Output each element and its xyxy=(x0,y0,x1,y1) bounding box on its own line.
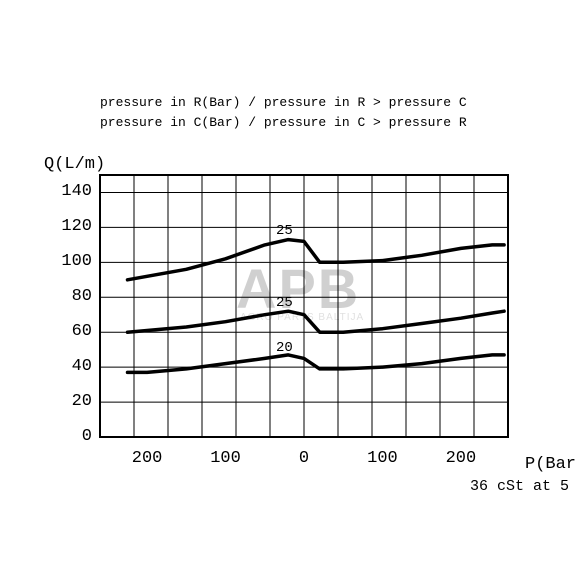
x-tick-R100: 100 xyxy=(352,449,412,468)
x-tick-R200: 200 xyxy=(431,449,491,468)
curve-mid xyxy=(128,311,505,332)
y-tick-60: 60 xyxy=(42,322,92,341)
y-tick-80: 80 xyxy=(42,287,92,306)
x-tick-L200: 200 xyxy=(117,449,177,468)
x-tick-L100: 100 xyxy=(196,449,256,468)
curve-bot xyxy=(128,355,505,373)
x-tick-R0: 0 xyxy=(274,449,334,468)
y-tick-20: 20 xyxy=(42,392,92,411)
y-tick-40: 40 xyxy=(42,357,92,376)
curve-top xyxy=(128,240,505,280)
y-tick-120: 120 xyxy=(42,217,92,236)
y-tick-0: 0 xyxy=(42,427,92,446)
series-label-1: 25 xyxy=(254,295,314,311)
series-label-2: 20 xyxy=(254,340,314,356)
series-label-0: 25 xyxy=(254,223,314,239)
y-tick-100: 100 xyxy=(42,252,92,271)
y-tick-140: 140 xyxy=(42,182,92,201)
